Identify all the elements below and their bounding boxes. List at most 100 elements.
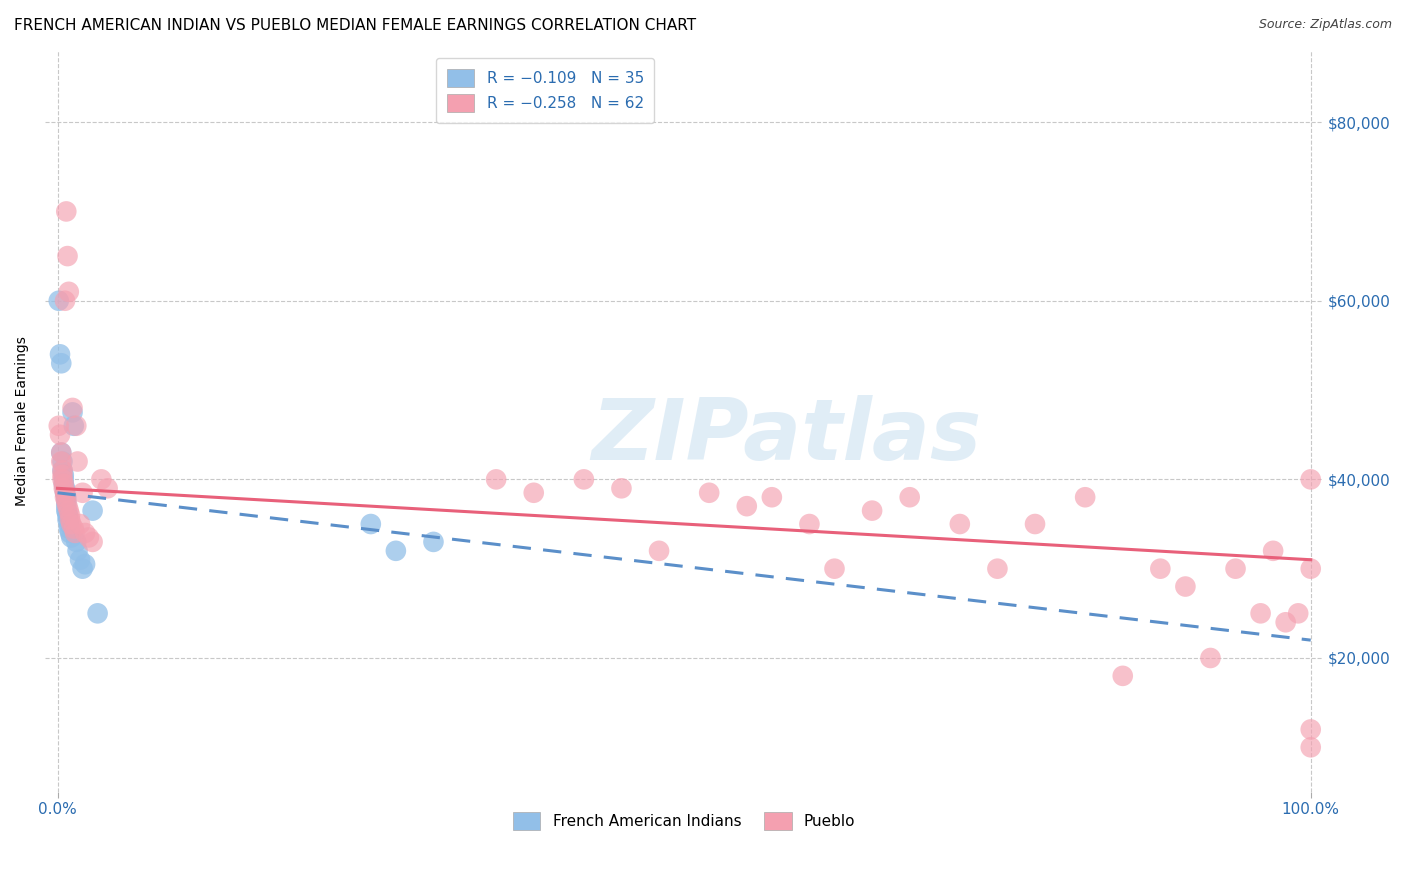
Point	[799, 516, 821, 531]
Point	[1024, 516, 1046, 531]
Point	[53, 485, 76, 500]
Point	[824, 562, 846, 576]
Point	[58, 503, 80, 517]
Point	[55, 499, 77, 513]
Point	[648, 544, 671, 558]
Point	[52, 476, 75, 491]
Point	[48, 293, 70, 308]
Point	[1225, 562, 1247, 576]
Point	[1299, 472, 1322, 486]
Point	[55, 204, 77, 219]
Point	[735, 499, 758, 513]
Legend: French American Indians, Pueblo: French American Indians, Pueblo	[506, 806, 862, 836]
Point	[52, 467, 75, 482]
Point	[1286, 607, 1309, 621]
Point	[53, 481, 76, 495]
Point	[1174, 580, 1197, 594]
Point	[986, 562, 1008, 576]
Point	[55, 494, 77, 508]
Point	[55, 503, 77, 517]
Point	[1074, 490, 1097, 504]
Point	[1299, 723, 1322, 737]
Point	[53, 490, 76, 504]
Point	[66, 544, 89, 558]
Point	[72, 562, 94, 576]
Point	[97, 481, 120, 495]
Point	[62, 401, 84, 415]
Point	[56, 512, 79, 526]
Point	[65, 418, 87, 433]
Point	[51, 356, 73, 370]
Point	[1199, 651, 1222, 665]
Point	[59, 525, 82, 540]
Point	[761, 490, 783, 504]
Point	[72, 485, 94, 500]
Point	[48, 418, 70, 433]
Point	[69, 516, 91, 531]
Point	[56, 249, 79, 263]
Point	[51, 445, 73, 459]
Point	[59, 508, 82, 522]
Point	[53, 485, 76, 500]
Point	[949, 516, 972, 531]
Point	[52, 472, 75, 486]
Point	[62, 521, 84, 535]
Point	[58, 516, 80, 531]
Point	[1250, 607, 1272, 621]
Point	[69, 553, 91, 567]
Point	[523, 485, 546, 500]
Point	[63, 525, 86, 540]
Point	[572, 472, 595, 486]
Point	[55, 494, 77, 508]
Point	[422, 534, 444, 549]
Point	[86, 607, 108, 621]
Point	[1299, 740, 1322, 755]
Point	[360, 516, 382, 531]
Point	[62, 418, 84, 433]
Point	[59, 512, 82, 526]
Point	[90, 472, 112, 486]
Point	[485, 472, 508, 486]
Point	[1274, 615, 1296, 630]
Point	[51, 463, 73, 477]
Point	[60, 530, 83, 544]
Text: ZIPatlas: ZIPatlas	[592, 394, 981, 477]
Point	[610, 481, 633, 495]
Point	[1149, 562, 1171, 576]
Y-axis label: Median Female Earnings: Median Female Earnings	[15, 336, 30, 507]
Point	[65, 534, 87, 549]
Point	[49, 347, 72, 361]
Point	[51, 467, 73, 482]
Text: Source: ZipAtlas.com: Source: ZipAtlas.com	[1258, 18, 1392, 31]
Point	[51, 454, 73, 468]
Point	[51, 445, 73, 459]
Point	[62, 405, 84, 419]
Point	[77, 530, 100, 544]
Point	[1299, 562, 1322, 576]
Point	[56, 499, 79, 513]
Point	[66, 454, 89, 468]
Point	[53, 483, 76, 497]
Point	[898, 490, 921, 504]
Point	[860, 503, 883, 517]
Point	[58, 285, 80, 299]
Point	[53, 293, 76, 308]
Point	[697, 485, 720, 500]
Point	[75, 525, 97, 540]
Point	[75, 558, 97, 572]
Point	[51, 463, 73, 477]
Point	[60, 516, 83, 531]
Point	[385, 544, 408, 558]
Point	[82, 534, 104, 549]
Point	[82, 503, 104, 517]
Point	[51, 454, 73, 468]
Point	[52, 481, 75, 495]
Point	[58, 521, 80, 535]
Point	[1263, 544, 1285, 558]
Point	[56, 506, 79, 520]
Text: FRENCH AMERICAN INDIAN VS PUEBLO MEDIAN FEMALE EARNINGS CORRELATION CHART: FRENCH AMERICAN INDIAN VS PUEBLO MEDIAN …	[14, 18, 696, 33]
Point	[49, 427, 72, 442]
Point	[1112, 669, 1135, 683]
Point	[51, 472, 73, 486]
Point	[52, 476, 75, 491]
